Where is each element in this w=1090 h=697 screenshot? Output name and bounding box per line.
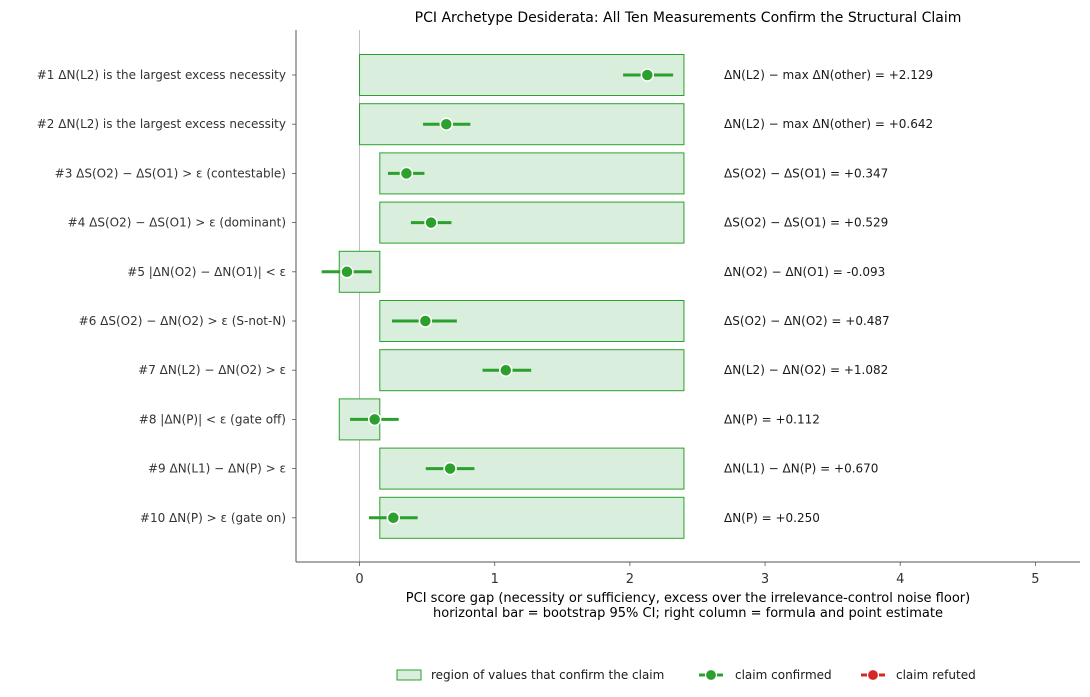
point-estimate-marker — [424, 215, 438, 230]
confirm-region-bar — [379, 496, 685, 539]
legend-swatch-region — [396, 669, 422, 681]
measurement-row: #6 ΔS(O2) − ΔN(O2) > ε (S-not-N) ΔS(O2) −… — [79, 300, 890, 342]
row-label: #3 ΔS(O2) − ΔS(O1) > ε (contestable) — [55, 166, 286, 180]
measurement-row: #3 ΔS(O2) − ΔS(O1) > ε (contestable) ΔS(O… — [55, 152, 888, 195]
x-tick-label: 2 — [626, 572, 634, 587]
legend-label-region: region of values that confirm the claim — [431, 668, 664, 682]
row-label: #2 ΔN(L2) is the largest excess necessit… — [37, 117, 286, 131]
row-annotation: ΔN(O2) − ΔN(O1) = -0.093 — [724, 265, 885, 279]
confirm-region-bar — [379, 152, 685, 195]
measurement-row: #4 ΔS(O2) − ΔS(O1) > ε (dominant) ΔS(O2) … — [68, 201, 888, 244]
row-annotation: ΔS(O2) − ΔS(O1) = +0.347 — [724, 166, 888, 180]
legend-label-refuted: claim refuted — [896, 668, 976, 682]
row-label: #7 ΔN(L2) − ΔN(O2) > ε — [138, 363, 286, 377]
row-label: #1 ΔN(L2) is the largest excess necessit… — [37, 68, 286, 82]
measurement-row: #2 ΔN(L2) is the largest excess necessit… — [37, 103, 933, 146]
chart-title: PCI Archetype Desiderata: All Ten Measur… — [415, 10, 962, 26]
measurement-row: #7 ΔN(L2) − ΔN(O2) > ε ΔN(L2) − ΔN(O2) = … — [138, 349, 888, 392]
point-estimate-marker — [499, 363, 513, 377]
x-tick-label: 0 — [355, 572, 363, 587]
measurement-row: #8 |ΔN(P)| < ε (gate off) ΔN(P) = +0.112 — [139, 398, 820, 441]
x-tick-label: 3 — [761, 572, 769, 587]
row-annotation: ΔN(L1) − ΔN(P) = +0.670 — [724, 462, 878, 476]
legend-marker-confirmed — [704, 668, 718, 682]
row-label: #5 |ΔN(O2) − ΔN(O1)| < ε — [127, 265, 286, 279]
x-tick-label: 1 — [491, 572, 499, 587]
row-annotation: ΔN(L2) − max ΔN(other) = +0.642 — [724, 117, 933, 131]
point-estimate-marker — [386, 511, 401, 525]
row-annotation: ΔN(P) = +0.250 — [724, 511, 820, 525]
point-estimate-marker — [399, 166, 414, 181]
row-label: #4 ΔS(O2) − ΔS(O1) > ε (dominant) — [68, 216, 286, 230]
row-label: #8 |ΔN(P)| < ε (gate off) — [139, 412, 286, 426]
point-estimate-marker — [418, 314, 433, 328]
point-estimate-marker — [439, 117, 454, 131]
row-label: #10 ΔN(P) > ε (gate on) — [140, 511, 286, 525]
confirm-region-bar — [379, 349, 685, 392]
measurement-row: #5 |ΔN(O2) − ΔN(O1)| < ε ΔN(O2) − ΔN(O1) … — [127, 250, 885, 293]
row-annotation: ΔS(O2) − ΔN(O2) = +0.487 — [724, 314, 890, 328]
row-annotation: ΔN(L2) − max ΔN(other) = +2.129 — [724, 68, 933, 82]
point-estimate-marker — [340, 265, 354, 279]
measurement-row: #9 ΔN(L1) − ΔN(P) > ε ΔN(L1) − ΔN(P) = +0… — [148, 447, 878, 490]
x-axis-sublabel: horizontal bar = bootstrap 95% CI; right… — [433, 606, 943, 621]
point-estimate-marker — [367, 412, 382, 427]
legend: region of values that confirm the claim c… — [396, 668, 976, 682]
legend-marker-refuted — [866, 668, 880, 682]
row-label: #9 ΔN(L1) − ΔN(P) > ε — [148, 462, 286, 476]
x-axis-label: PCI score gap (necessity or sufficiency,… — [406, 591, 970, 606]
x-tick-label: 5 — [1031, 572, 1039, 587]
plot-area: #1 ΔN(L2) is the largest excess necessit… — [37, 30, 1080, 587]
row-annotation: ΔS(O2) − ΔS(O1) = +0.529 — [724, 216, 888, 230]
row-label: #6 ΔS(O2) − ΔN(O2) > ε (S-not-N) — [79, 314, 286, 328]
x-tick-label: 4 — [896, 572, 904, 587]
confirm-region-bar — [379, 447, 685, 490]
legend-label-confirmed: claim confirmed — [735, 668, 832, 682]
point-estimate-marker — [640, 68, 655, 82]
confirm-region-bar — [359, 103, 685, 146]
measurement-row: #10 ΔN(P) > ε (gate on) ΔN(P) = +0.250 — [140, 496, 820, 539]
measurement-row: #1 ΔN(L2) is the largest excess necessit… — [37, 54, 933, 96]
point-estimate-marker — [443, 461, 457, 476]
row-annotation: ΔN(L2) − ΔN(O2) = +1.082 — [724, 363, 888, 377]
row-annotation: ΔN(P) = +0.112 — [724, 412, 820, 426]
